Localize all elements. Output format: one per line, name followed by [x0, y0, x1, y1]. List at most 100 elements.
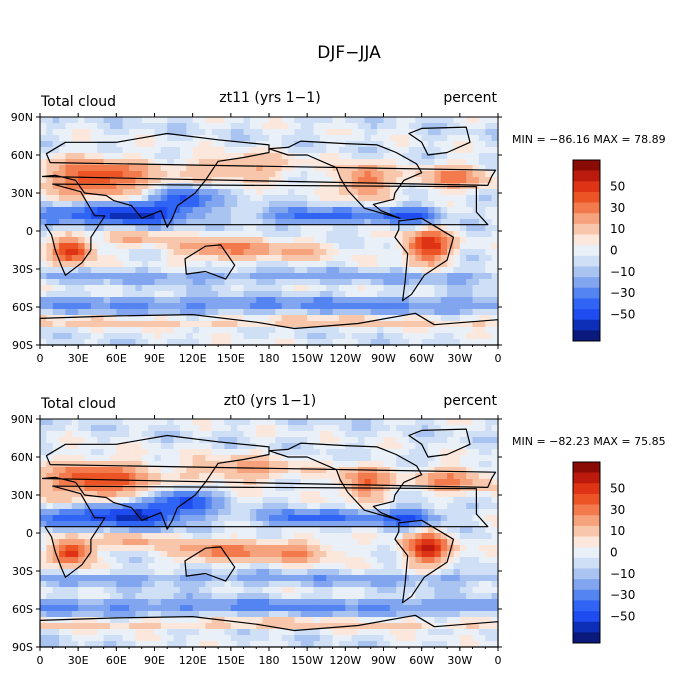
heatmap-cell [358, 581, 366, 588]
heatmap-cell [281, 303, 289, 310]
heatmap-cell [84, 273, 92, 280]
heatmap-cell [345, 467, 353, 474]
heatmap-cell [402, 431, 410, 438]
heatmap-cell [491, 569, 499, 576]
heatmap-cell [129, 551, 137, 558]
heatmap-cell [453, 563, 461, 570]
heatmap-cell [408, 479, 416, 486]
heatmap-cell [211, 309, 219, 316]
heatmap-cell [46, 201, 54, 208]
heatmap-cell [275, 189, 283, 196]
heatmap-cell [109, 327, 117, 334]
heatmap-cell [415, 491, 423, 498]
heatmap-cell [179, 485, 187, 492]
heatmap-cell [256, 279, 264, 286]
heatmap-cell [186, 159, 194, 166]
heatmap-cell [218, 147, 226, 154]
heatmap-cell [459, 117, 467, 124]
heatmap-cell [447, 437, 455, 444]
heatmap-cell [294, 165, 302, 172]
heatmap-cell [478, 497, 486, 504]
heatmap-cell [97, 123, 105, 130]
heatmap-cell [345, 171, 353, 178]
heatmap-cell [440, 129, 448, 136]
heatmap-cell [294, 201, 302, 208]
heatmap-cell [338, 467, 346, 474]
heatmap-cell [256, 159, 264, 166]
heatmap-cell [192, 521, 200, 528]
heatmap-cell [288, 321, 296, 328]
heatmap-cell [428, 123, 435, 130]
heatmap-cell [319, 285, 327, 292]
heatmap-cell [109, 533, 117, 540]
heatmap-cell [71, 497, 79, 504]
heatmap-cell [326, 461, 334, 468]
heatmap-cell [396, 225, 404, 232]
heatmap-cell [332, 581, 340, 588]
heatmap-cell [218, 509, 226, 516]
heatmap-cell [192, 147, 200, 154]
heatmap-cell [364, 479, 372, 486]
heatmap-cell [109, 183, 117, 190]
heatmap-cell [351, 249, 359, 256]
heatmap-cell [59, 545, 67, 552]
heatmap-cell [40, 527, 47, 534]
heatmap-cell [52, 201, 60, 208]
heatmap-cell [97, 249, 105, 256]
heatmap-cell [396, 267, 404, 274]
heatmap-cell [173, 545, 181, 552]
heatmap-cell [192, 431, 200, 438]
heatmap-cell [377, 569, 385, 576]
heatmap-cell [52, 527, 60, 534]
heatmap-cell [192, 497, 200, 504]
heatmap-cell [218, 309, 226, 316]
heatmap-cell [383, 575, 391, 582]
heatmap-cell [281, 273, 289, 280]
heatmap-cell [281, 545, 289, 552]
heatmap-cell [46, 153, 54, 160]
heatmap-cell [351, 153, 359, 160]
heatmap-cell [97, 485, 105, 492]
heatmap-cell [262, 587, 270, 594]
heatmap-cell [338, 243, 346, 250]
heatmap-cell [319, 339, 327, 346]
heatmap-cell [237, 515, 245, 522]
heatmap-cell [199, 515, 206, 522]
heatmap-cell [78, 587, 86, 594]
heatmap-cell [440, 431, 448, 438]
heatmap-cell [186, 207, 194, 214]
heatmap-cell [103, 237, 111, 244]
heatmap-cell [485, 135, 493, 142]
heatmap-cell [84, 231, 92, 238]
heatmap-cell [377, 431, 385, 438]
heatmap-cell [141, 315, 149, 322]
heatmap-cell [300, 575, 308, 582]
heatmap-cell [141, 279, 149, 286]
heatmap-cell [71, 315, 79, 322]
heatmap-cell [351, 309, 359, 316]
heatmap-cell [364, 425, 372, 432]
heatmap-cell [300, 123, 308, 130]
heatmap-cell [199, 147, 206, 154]
heatmap-cell [256, 207, 264, 214]
heatmap-cell [332, 273, 340, 280]
heatmap-cell [485, 219, 493, 226]
heatmap-cell [415, 587, 423, 594]
heatmap-cell [122, 135, 130, 142]
heatmap-cell [135, 147, 143, 154]
heatmap-cell [294, 491, 302, 498]
heatmap-cell [453, 195, 461, 202]
heatmap-cell [288, 581, 296, 588]
heatmap-cell [281, 321, 289, 328]
heatmap-cell [167, 533, 175, 540]
heatmap-cell [389, 425, 397, 432]
heatmap-cell [440, 557, 448, 564]
heatmap-cell [122, 225, 130, 232]
colorbar-label: 0 [610, 244, 618, 258]
heatmap-cell [109, 279, 117, 286]
heatmap-cell [218, 449, 226, 456]
heatmap-cell [186, 491, 194, 498]
heatmap-cell [116, 581, 124, 588]
heatmap-cell [199, 129, 206, 136]
heatmap-cell [46, 303, 54, 310]
